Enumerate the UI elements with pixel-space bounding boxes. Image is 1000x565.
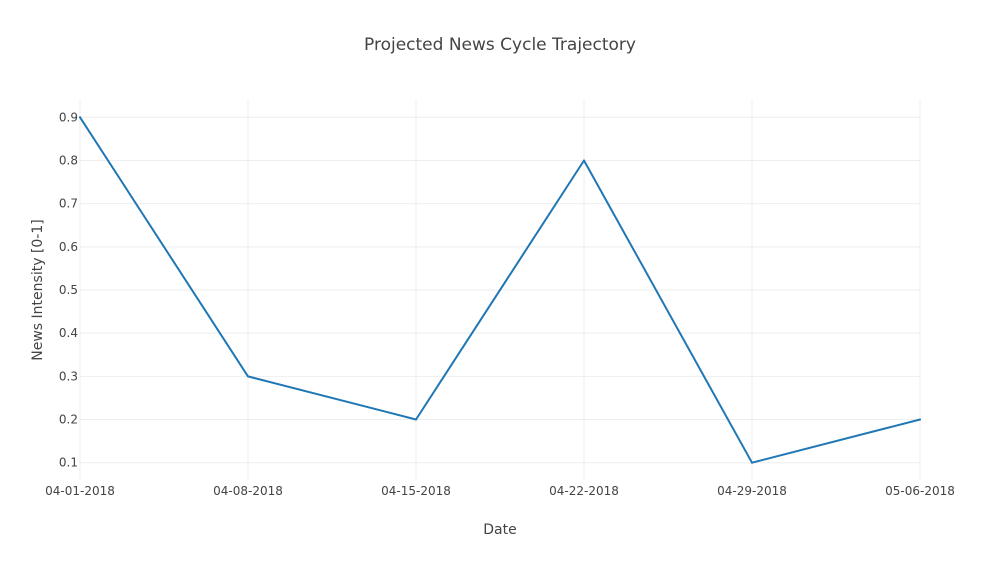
y-axis-title: News Intensity [0-1] xyxy=(30,219,46,360)
data-point xyxy=(247,375,249,378)
data-point xyxy=(79,116,81,119)
x-tick-label: 05-06-2018 xyxy=(885,484,955,498)
x-tick-label: 04-01-2018 xyxy=(45,484,115,498)
x-tick-label: 04-15-2018 xyxy=(381,484,451,498)
y-tick-label: 0.8 xyxy=(59,153,78,167)
y-tick-label: 0.9 xyxy=(59,110,78,124)
y-tick-label: 0.6 xyxy=(59,240,78,254)
series-line xyxy=(79,116,921,464)
data-point xyxy=(751,461,753,464)
data-point xyxy=(583,159,585,162)
data-point xyxy=(415,418,417,421)
data-point xyxy=(919,418,921,421)
tick-layer: 04-01-2018 04-08-2018 04-15-2018 04-22-2018… xyxy=(45,110,955,498)
y-tick-label: 0.3 xyxy=(59,369,78,383)
x-axis-title: Date xyxy=(483,522,516,538)
y-tick-label: 0.4 xyxy=(59,326,78,340)
y-tick-label: 0.5 xyxy=(59,283,78,297)
y-tick-label: 0.1 xyxy=(59,456,78,470)
x-tick-label: 04-29-2018 xyxy=(717,484,787,498)
grid-layer xyxy=(79,100,921,480)
chart-title: Projected News Cycle Trajectory xyxy=(364,35,636,55)
y-tick-label: 0.7 xyxy=(59,197,78,211)
x-tick-label: 04-08-2018 xyxy=(213,484,283,498)
y-tick-label: 0.2 xyxy=(59,413,78,427)
x-tick-label: 04-22-2018 xyxy=(549,484,619,498)
series-layer xyxy=(79,116,921,464)
